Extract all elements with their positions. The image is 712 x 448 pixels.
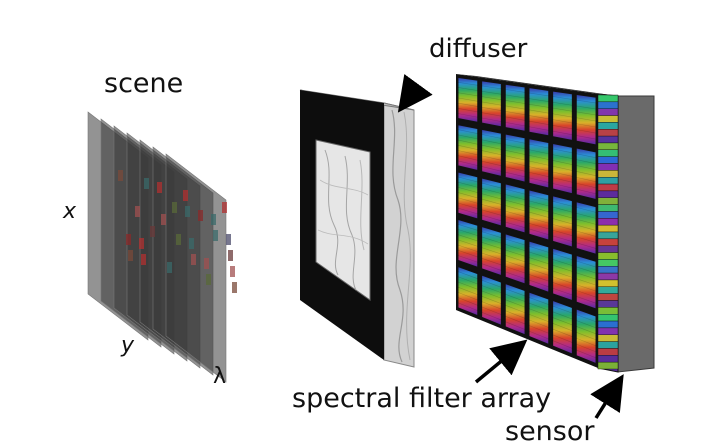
y-axis-label: y bbox=[120, 333, 135, 358]
scene-pixel bbox=[135, 206, 140, 217]
side-stripe bbox=[598, 301, 618, 308]
side-stripe bbox=[598, 109, 618, 116]
x-axis-label: x bbox=[62, 199, 77, 224]
scene-pixel bbox=[230, 266, 235, 277]
diffuser-side bbox=[384, 103, 414, 367]
side-stripe bbox=[598, 266, 618, 273]
side-stripe bbox=[598, 253, 618, 260]
side-stripe bbox=[598, 328, 618, 335]
side-stripe bbox=[598, 362, 618, 369]
scene-pixel bbox=[204, 258, 209, 269]
side-stripe bbox=[598, 170, 618, 177]
side-stripe bbox=[598, 307, 618, 314]
side-stripe bbox=[598, 177, 618, 184]
scene-pixel bbox=[150, 226, 155, 237]
scene-pixel bbox=[144, 178, 149, 189]
scene-label: scene bbox=[104, 68, 183, 99]
sensor-label: sensor bbox=[505, 416, 595, 447]
scene-pixel bbox=[141, 254, 146, 265]
filter-array-assembly bbox=[456, 74, 654, 372]
scene-pixel bbox=[128, 250, 133, 261]
scene-pixel bbox=[139, 238, 144, 249]
scene-pixel bbox=[226, 234, 231, 245]
filter-array-label: spectral filter array bbox=[292, 383, 551, 414]
scene-pixel bbox=[118, 170, 123, 181]
side-stripe bbox=[598, 355, 618, 362]
side-stripe bbox=[598, 116, 618, 123]
side-stripe bbox=[598, 287, 618, 294]
scene-pixel bbox=[228, 250, 233, 261]
side-stripe bbox=[598, 150, 618, 157]
scene-pixel bbox=[206, 274, 211, 285]
scene-pixel bbox=[172, 202, 177, 213]
side-stripe bbox=[598, 246, 618, 253]
side-stripe bbox=[598, 273, 618, 280]
side-stripe bbox=[598, 122, 618, 129]
side-stripe bbox=[598, 314, 618, 321]
scene-pixel bbox=[191, 254, 196, 265]
side-stripe bbox=[598, 294, 618, 301]
side-stripe bbox=[598, 335, 618, 342]
filter-array-arrow bbox=[476, 344, 522, 382]
side-stripe bbox=[598, 211, 618, 218]
side-stripe bbox=[598, 259, 618, 266]
side-stripe bbox=[598, 321, 618, 328]
scene-pixel bbox=[198, 210, 203, 221]
side-stripe bbox=[598, 232, 618, 239]
scene-pixel bbox=[213, 230, 218, 241]
sensor-arrow bbox=[596, 380, 620, 418]
sensor-block bbox=[618, 96, 654, 372]
scene-pixel bbox=[161, 214, 166, 225]
lambda-axis-label: λ bbox=[213, 364, 226, 389]
diffuser-label: diffuser bbox=[429, 34, 528, 64]
scene-stack bbox=[88, 112, 237, 382]
side-stripe bbox=[598, 129, 618, 136]
side-stripe bbox=[598, 136, 618, 143]
side-stripe bbox=[598, 225, 618, 232]
side-stripe bbox=[598, 191, 618, 198]
scene-pixel bbox=[222, 202, 227, 213]
side-stripe bbox=[598, 348, 618, 355]
scene-pixel bbox=[211, 214, 216, 225]
diffuser bbox=[300, 90, 414, 367]
scene-pixel bbox=[126, 234, 131, 245]
side-stripe bbox=[598, 164, 618, 171]
scene-pixel bbox=[185, 206, 190, 217]
side-stripe bbox=[598, 218, 618, 225]
side-stripe bbox=[598, 143, 618, 150]
diffuser-arrow bbox=[402, 85, 418, 107]
side-stripe bbox=[598, 157, 618, 164]
scene-pixel bbox=[189, 238, 194, 249]
scene-pixel bbox=[167, 262, 172, 273]
side-stripe bbox=[598, 239, 618, 246]
side-stripe bbox=[598, 95, 618, 102]
side-stripe bbox=[598, 184, 618, 191]
side-stripe bbox=[598, 102, 618, 109]
scene-pixel bbox=[176, 234, 181, 245]
side-stripe bbox=[598, 280, 618, 287]
scene-pixel bbox=[183, 190, 188, 201]
scene-pixel bbox=[157, 182, 162, 193]
side-stripe bbox=[598, 205, 618, 212]
side-stripe bbox=[598, 342, 618, 349]
scene-pixel bbox=[232, 282, 237, 293]
side-stripe bbox=[598, 198, 618, 205]
